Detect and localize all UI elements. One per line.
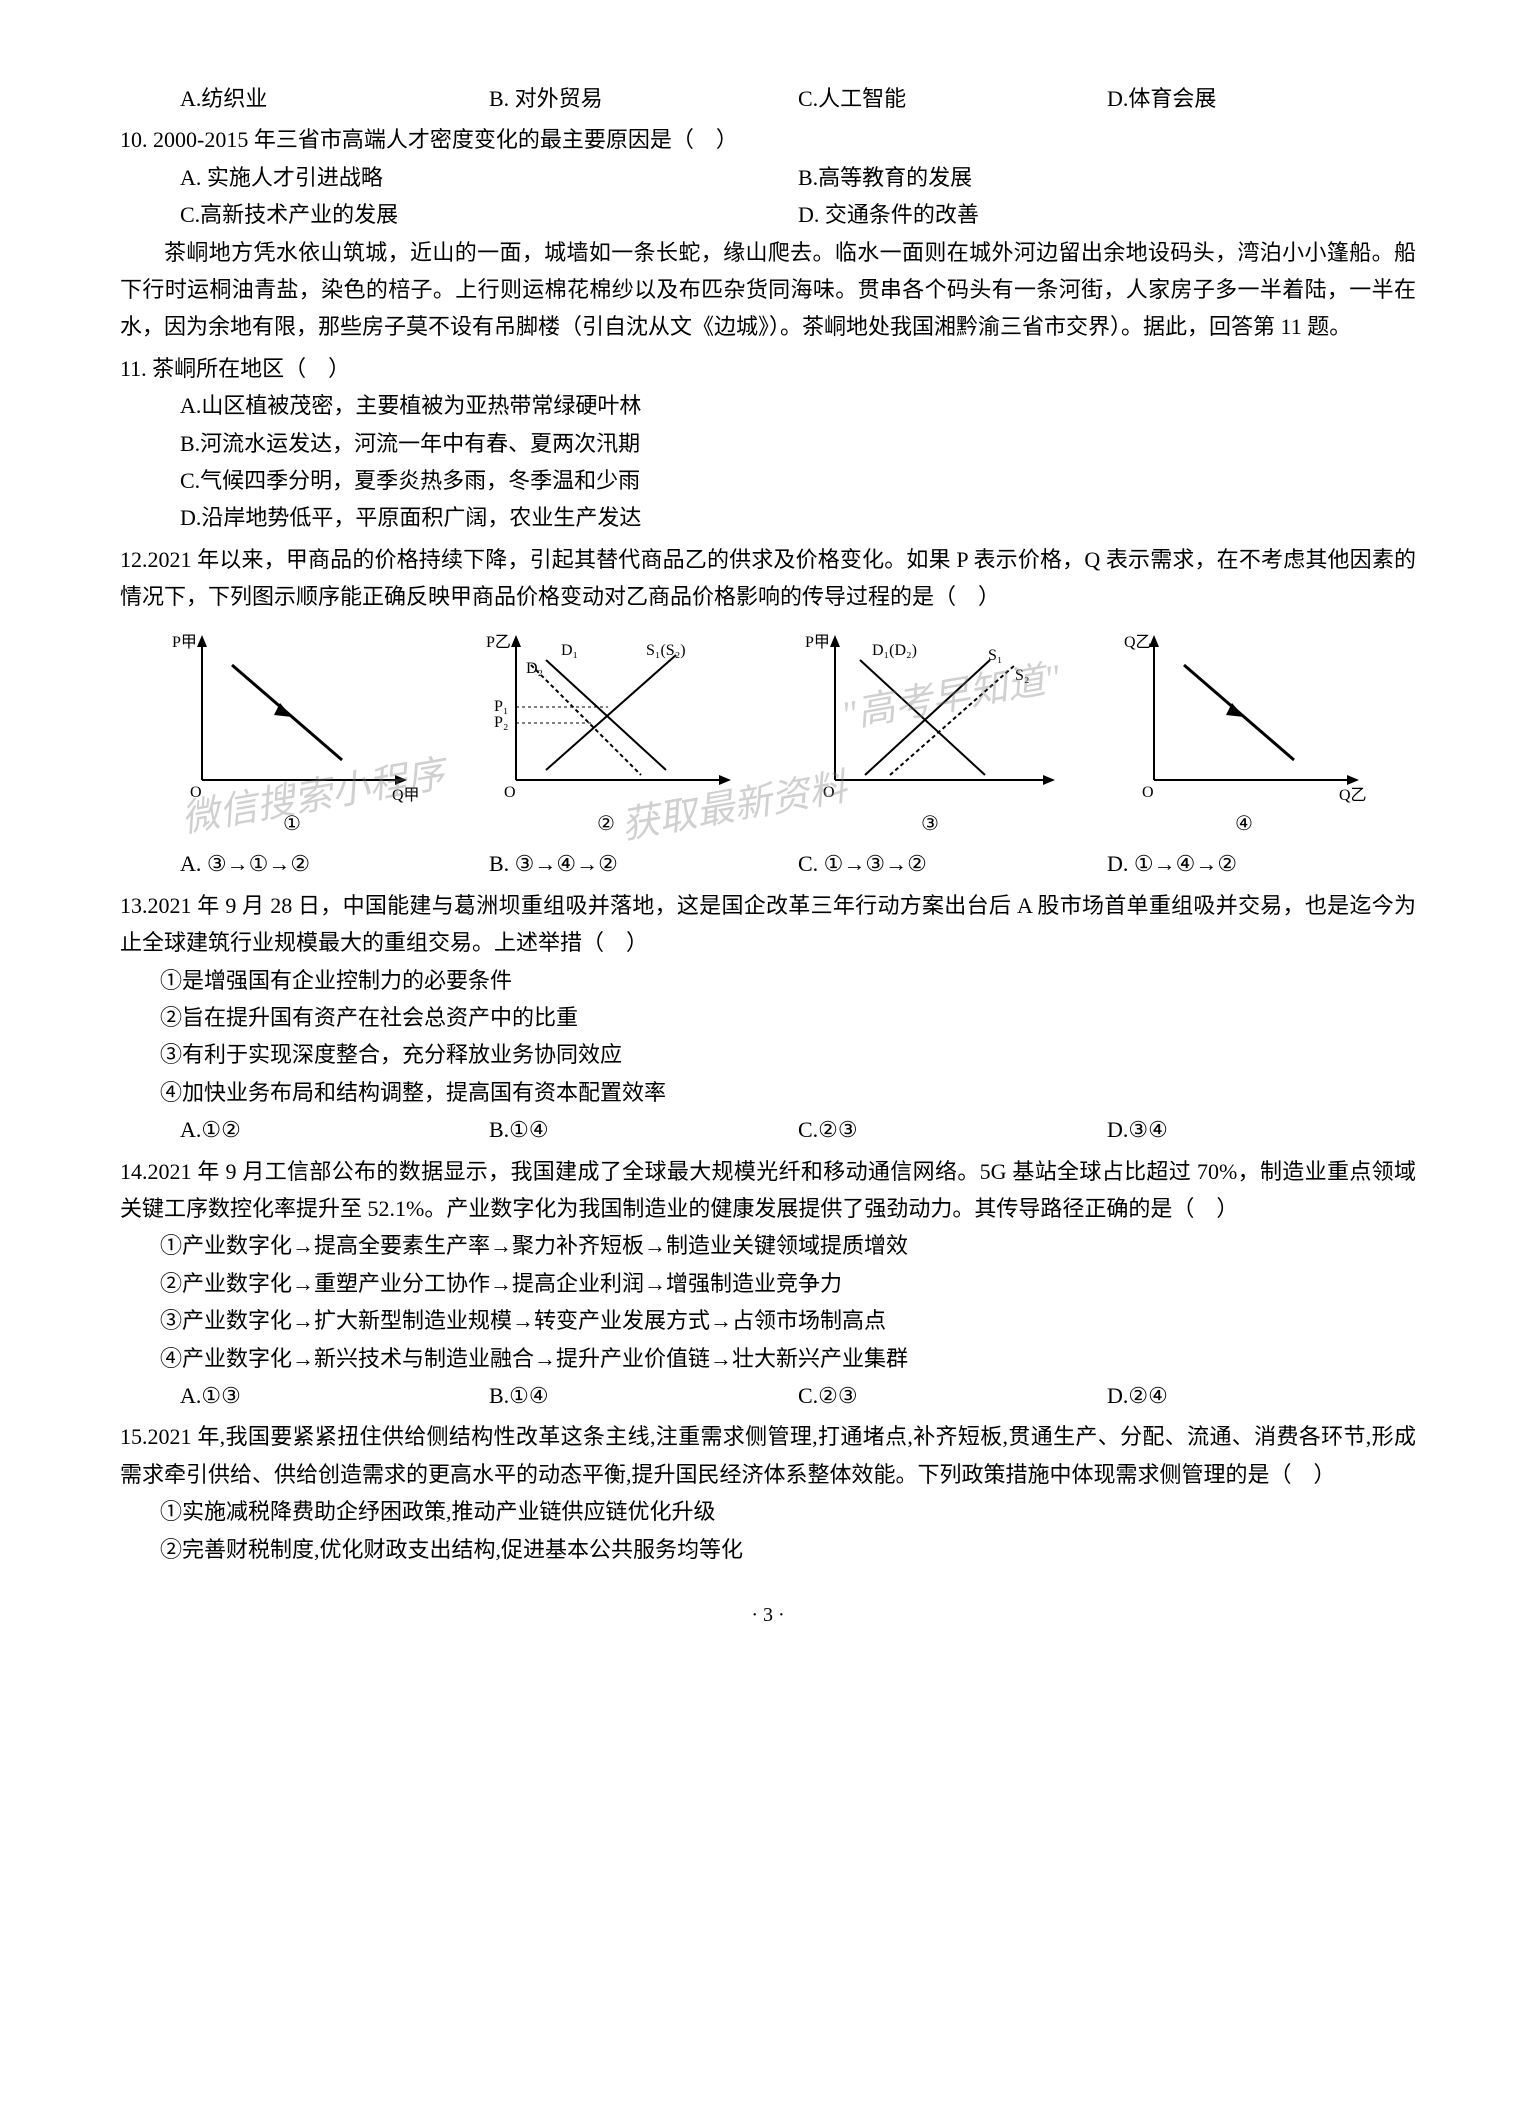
q12-opt-c: C. ①→③→② [798,845,1107,882]
q11-stem: 11. 茶峒所在地区（ ） [120,350,1416,387]
q14-stem: 14.2021 年 9 月工信部公布的数据显示，我国建成了全球最大规模光纤和移动… [120,1153,1416,1228]
q13-opt-b: B.①④ [489,1111,798,1148]
chart-2-label: ② [466,807,746,841]
svg-text:P₁: P₁ [494,698,508,715]
q10-options: A. 实施人才引进战略 B.高等教育的发展 C.高新技术产业的发展 D. 交通条… [120,159,1416,234]
q9-opt-a: A.纺织业 [180,80,489,117]
q14-item-1: ①产业数字化→提高全要素生产率→聚力补齐短板→制造业关键领域提质增效 [120,1227,1416,1264]
svg-text:Q乙: Q乙 [1339,787,1367,804]
q14-opt-d: D.②④ [1107,1377,1416,1414]
q13-opt-d: D.③④ [1107,1111,1416,1148]
q13-item-3: ③有利于实现深度整合，充分释放业务协同效应 [120,1036,1416,1073]
svg-text:O: O [823,784,835,801]
page-number: · 3 · [120,1598,1416,1632]
q14-opt-b: B.①④ [489,1377,798,1414]
svg-text:Q乙: Q乙 [1124,634,1152,651]
chart-4-label: ④ [1114,807,1374,841]
q12-stem: 12.2021 年以来，甲商品的价格持续下降，引起其替代商品乙的供求及价格变化。… [120,541,1416,616]
q10-opt-d: D. 交通条件的改善 [798,196,1416,233]
svg-text:S₂: S₂ [1015,667,1029,684]
q15-item-1: ①实施减税降费助企纾困政策,推动产业链供应链优化升级 [120,1493,1416,1530]
svg-text:S₁(S₂): S₁(S₂) [646,642,686,659]
svg-text:P乙: P乙 [486,634,511,651]
chart-1: P甲 O Q甲 ① [162,625,422,841]
q14-item-4: ④产业数字化→新兴技术与制造业融合→提升产业价值链→壮大新兴产业集群 [120,1340,1416,1377]
q9-opt-b: B. 对外贸易 [489,80,798,117]
q10-stem: 10. 2000-2015 年三省市高端人才密度变化的最主要原因是（ ） [120,121,1416,158]
q12-opt-d: D. ①→④→② [1107,845,1416,882]
svg-text:D₂: D₂ [526,660,543,677]
chart-1-label: ① [162,807,422,841]
q14-item-3: ③产业数字化→扩大新型制造业规模→转变产业发展方式→占领市场制高点 [120,1302,1416,1339]
passage-chadong: 茶峒地方凭水依山筑城，近山的一面，城墙如一条长蛇，缘山爬去。临水一面则在城外河边… [120,234,1416,346]
q13-opt-c: C.②③ [798,1111,1107,1148]
q10-opt-a: A. 实施人才引进战略 [180,159,798,196]
q12-opt-a: A. ③→①→② [180,845,489,882]
q9-options: A.纺织业 B. 对外贸易 C.人工智能 D.体育会展 [120,80,1416,117]
q15-stem: 15.2021 年,我国要紧紧扭住供给侧结构性改革这条主线,注重需求侧管理,打通… [120,1418,1416,1493]
q13-item-2: ②旨在提升国有资产在社会总资产中的比重 [120,999,1416,1036]
q12-opt-b: B. ③→④→② [489,845,798,882]
svg-text:O: O [1142,784,1154,801]
q13-stem: 13.2021 年 9 月 28 日，中国能建与葛洲坝重组吸并落地，这是国企改革… [120,887,1416,962]
q12-charts: P甲 O Q甲 ① P乙 O D₁ [120,625,1416,841]
chart1-ylabel: P甲 [172,634,197,651]
svg-text:P₂: P₂ [494,714,508,731]
svg-text:O: O [190,784,202,801]
q12-charts-container: 微信搜索小程序 "高考早知道" 获取最新资料 P甲 O Q甲 ① [120,625,1416,841]
q13-item-4: ④加快业务布局和结构调整，提高国有资本配置效率 [120,1074,1416,1111]
q10-opt-c: C.高新技术产业的发展 [180,196,798,233]
q11-options: A.山区植被茂密，主要植被为亚热带常绿硬叶林 B.河流水运发达，河流一年中有春、… [120,387,1416,537]
q9-opt-c: C.人工智能 [798,80,1107,117]
svg-text:O: O [504,784,516,801]
q14-opt-a: A.①③ [180,1377,489,1414]
q10-opt-b: B.高等教育的发展 [798,159,1416,196]
chart1-xlabel: Q甲 [392,787,420,804]
chart-4: Q乙 O Q乙 ④ [1114,625,1374,841]
q15-item-2: ②完善财税制度,优化财政支出结构,促进基本公共服务均等化 [120,1531,1416,1568]
q11-opt-c: C.气候四季分明，夏季炎热多雨，冬季温和少雨 [180,462,1416,499]
q14-options: A.①③ B.①④ C.②③ D.②④ [120,1377,1416,1414]
q11-opt-a: A.山区植被茂密，主要植被为亚热带常绿硬叶林 [180,387,1416,424]
q9-opt-d: D.体育会展 [1107,80,1416,117]
chart-2: P乙 O D₁ D₂ S₁(S₂) P₁ P₂ ② [466,625,746,841]
svg-text:P甲: P甲 [805,634,830,651]
svg-text:D₁: D₁ [561,642,578,659]
q11-opt-d: D.沿岸地势低平，平原面积广阔，农业生产发达 [180,499,1416,536]
q13-item-1: ①是增强国有企业控制力的必要条件 [120,962,1416,999]
svg-text:S₁: S₁ [988,647,1002,664]
chart-3-label: ③ [790,807,1070,841]
q14-item-2: ②产业数字化→重塑产业分工协作→提高企业利润→增强制造业竞争力 [120,1265,1416,1302]
chart-3: P甲 O D₁(D₂) S₁ S₂ ③ [790,625,1070,841]
q13-opt-a: A.①② [180,1111,489,1148]
svg-text:D₁(D₂): D₁(D₂) [872,642,917,659]
q12-options: A. ③→①→② B. ③→④→② C. ①→③→② D. ①→④→② [120,845,1416,882]
q11-opt-b: B.河流水运发达，河流一年中有春、夏两次汛期 [180,425,1416,462]
q14-opt-c: C.②③ [798,1377,1107,1414]
q13-options: A.①② B.①④ C.②③ D.③④ [120,1111,1416,1148]
